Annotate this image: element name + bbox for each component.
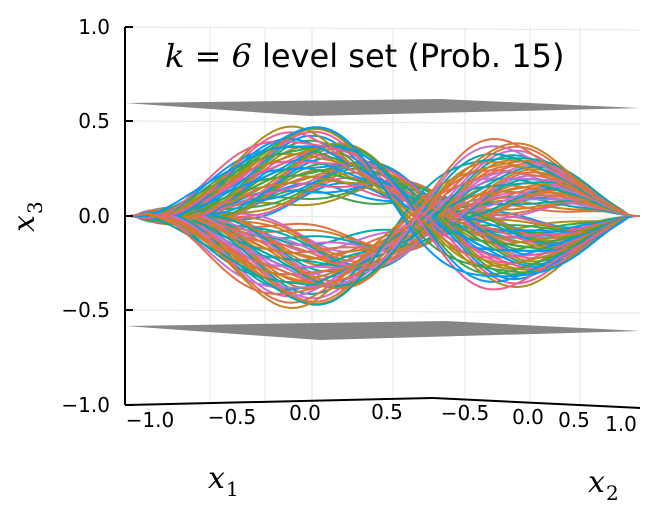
lower-plane	[125, 321, 640, 340]
level-set-curve	[125, 152, 640, 288]
x2-label-sub: 2	[606, 481, 619, 505]
x3-tick-label: −1.0	[61, 393, 110, 417]
axes	[124, 26, 641, 409]
x1-tick-label: 0.5	[371, 400, 403, 424]
x3-tick-label: −0.5	[61, 298, 110, 322]
x1-label-var: x	[208, 461, 225, 496]
x2-axis-line	[432, 397, 641, 409]
level-set-curve	[125, 140, 640, 291]
x2-axis-label: x 2	[588, 465, 619, 505]
x3-tick-label: 0.0	[78, 204, 110, 228]
level-set-curve	[125, 145, 640, 304]
x3-tick-label: 1.0	[78, 15, 110, 39]
x3-tick-label: 0.5	[78, 109, 110, 133]
level-set-curve	[125, 125, 640, 289]
x1-axis-label: x 1	[208, 461, 239, 501]
level-set-curve	[125, 138, 640, 295]
title-math: k = 6	[165, 37, 252, 75]
grid-line	[124, 309, 641, 314]
upper-plane	[125, 99, 640, 116]
x2-label-var: x	[588, 465, 605, 500]
grid-line	[124, 120, 641, 125]
x1-tick-label: −1.0	[126, 408, 175, 432]
chart-title: k = 6 level set (Prob. 15)	[165, 37, 564, 75]
x1-tick-label: −0.5	[208, 405, 257, 429]
level-set-curve	[125, 126, 640, 278]
x1-axis-line	[124, 397, 434, 406]
x3-label-var: x	[7, 215, 42, 232]
x2-tick-label: −0.5	[441, 401, 490, 425]
x1-label-sub: 1	[226, 477, 239, 501]
x3-axis-label: x 3	[7, 201, 47, 232]
level-set-curve	[125, 144, 640, 276]
level-set-curve	[125, 157, 640, 306]
level-set-curve	[125, 142, 640, 310]
title-text: level set (Prob. 15)	[262, 37, 564, 75]
level-set-curve	[125, 149, 640, 298]
level-set-curve	[125, 145, 640, 289]
x2-tick-label: 1.0	[605, 412, 637, 436]
x1-tick-label: 0.0	[289, 401, 321, 425]
x2-tick-label: 0.0	[512, 405, 544, 429]
x2-tick-label: 0.5	[558, 408, 590, 432]
x3-label-sub: 3	[23, 201, 47, 214]
level-set-curves	[125, 125, 640, 310]
grid-line	[124, 26, 641, 31]
